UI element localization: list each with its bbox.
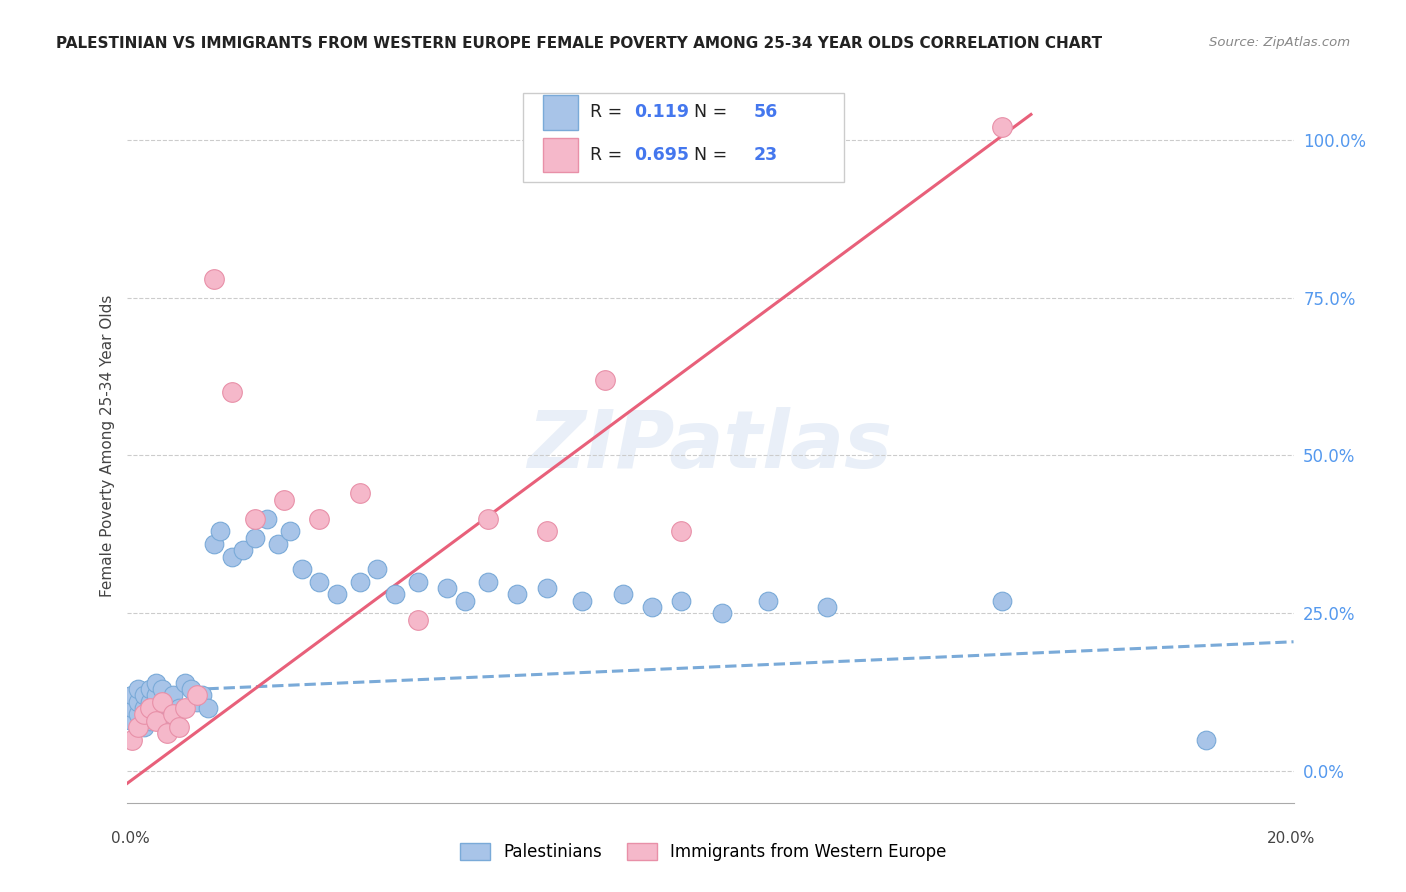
Point — [756, 593, 779, 607]
Point — [243, 511, 266, 525]
Point — [536, 581, 558, 595]
Text: 0.0%: 0.0% — [111, 831, 150, 846]
Point — [990, 120, 1012, 134]
Point — [121, 714, 143, 728]
Text: PALESTINIAN VS IMMIGRANTS FROM WESTERN EUROPE FEMALE POVERTY AMONG 25-34 YEAR OL: PALESTINIAN VS IMMIGRANTS FROM WESTERN E… — [56, 36, 1102, 51]
Text: ZIPatlas: ZIPatlas — [527, 407, 893, 485]
Point — [121, 701, 143, 715]
Text: N =: N = — [683, 103, 733, 121]
Point — [174, 701, 197, 715]
Point — [186, 689, 208, 703]
Point — [815, 600, 838, 615]
Point — [640, 600, 664, 615]
Point — [156, 714, 179, 728]
FancyBboxPatch shape — [523, 93, 844, 182]
Point — [145, 714, 167, 728]
Point — [308, 574, 330, 589]
Point — [454, 593, 477, 607]
Point — [127, 707, 149, 722]
Point — [571, 593, 593, 607]
Text: 56: 56 — [754, 103, 778, 121]
Point — [243, 531, 266, 545]
Point — [267, 537, 290, 551]
Point — [127, 695, 149, 709]
FancyBboxPatch shape — [543, 138, 578, 172]
Point — [669, 593, 692, 607]
Point — [349, 574, 371, 589]
Point — [221, 385, 243, 400]
Point — [180, 682, 202, 697]
Y-axis label: Female Poverty Among 25-34 Year Olds: Female Poverty Among 25-34 Year Olds — [100, 295, 115, 597]
Point — [308, 511, 330, 525]
Point — [132, 701, 155, 715]
Text: N =: N = — [683, 146, 733, 164]
Point — [132, 720, 155, 734]
Text: R =: R = — [591, 146, 627, 164]
Point — [145, 675, 167, 690]
Point — [167, 720, 190, 734]
Point — [162, 707, 184, 722]
Point — [477, 511, 499, 525]
Point — [162, 689, 184, 703]
Point — [208, 524, 231, 539]
Point — [536, 524, 558, 539]
Point — [186, 695, 208, 709]
Point — [156, 695, 179, 709]
Point — [121, 732, 143, 747]
Point — [132, 689, 155, 703]
Point — [139, 682, 162, 697]
Point — [139, 714, 162, 728]
Point — [349, 486, 371, 500]
Point — [145, 689, 167, 703]
Point — [1195, 732, 1218, 747]
Point — [167, 701, 190, 715]
Point — [408, 574, 430, 589]
Point — [127, 720, 149, 734]
Point — [612, 587, 634, 601]
Point — [150, 701, 173, 715]
Point — [139, 695, 162, 709]
Point — [593, 373, 616, 387]
Text: 20.0%: 20.0% — [1267, 831, 1315, 846]
Point — [232, 543, 254, 558]
Text: R =: R = — [591, 103, 627, 121]
Point — [139, 701, 162, 715]
Point — [132, 707, 155, 722]
Point — [436, 581, 458, 595]
Point — [121, 689, 143, 703]
Point — [145, 707, 167, 722]
Text: Source: ZipAtlas.com: Source: ZipAtlas.com — [1209, 36, 1350, 49]
Text: 0.695: 0.695 — [634, 146, 689, 164]
Point — [273, 492, 295, 507]
Point — [197, 701, 219, 715]
Point — [162, 707, 184, 722]
Point — [366, 562, 388, 576]
Point — [408, 613, 430, 627]
Point — [325, 587, 347, 601]
Point — [202, 271, 225, 285]
Point — [256, 511, 278, 525]
Point — [156, 726, 179, 740]
Point — [202, 537, 225, 551]
FancyBboxPatch shape — [543, 95, 578, 129]
Point — [191, 689, 214, 703]
Point — [990, 593, 1012, 607]
Point — [127, 682, 149, 697]
Point — [278, 524, 301, 539]
Point — [174, 675, 197, 690]
Point — [506, 587, 529, 601]
Text: 23: 23 — [754, 146, 778, 164]
Legend: Palestinians, Immigrants from Western Europe: Palestinians, Immigrants from Western Eu… — [453, 836, 953, 868]
Point — [710, 607, 733, 621]
Point — [477, 574, 499, 589]
Point — [150, 682, 173, 697]
Point — [384, 587, 406, 601]
Point — [669, 524, 692, 539]
Point — [150, 695, 173, 709]
Point — [290, 562, 312, 576]
Point — [221, 549, 243, 564]
Text: 0.119: 0.119 — [634, 103, 689, 121]
